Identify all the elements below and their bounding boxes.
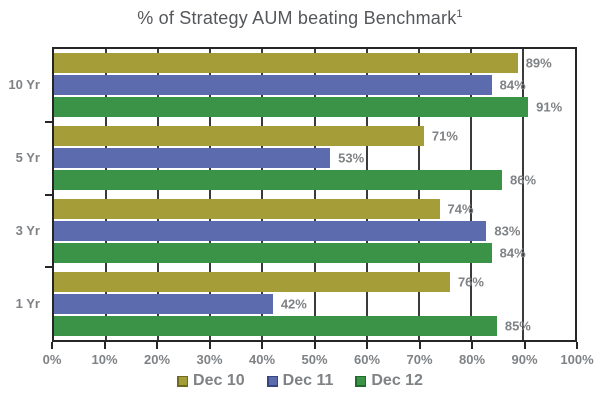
bar-row-dec-10-5-yr: 71% (54, 126, 575, 147)
bar-dec-12-1-yr (54, 315, 497, 336)
x-tick-10% (103, 342, 106, 349)
gridline-40pct (261, 49, 264, 340)
gridline-80pct (469, 49, 472, 340)
legend-item-dec-10: Dec 10 (177, 372, 245, 390)
x-tick-0% (51, 342, 53, 349)
x-tick-label-10%: 10% (91, 352, 118, 367)
gridline-60pct (365, 49, 368, 340)
x-tick-label-60%: 60% (353, 352, 381, 367)
x-tick-30% (208, 342, 211, 349)
chart-title-text: % of Strategy AUM beating Benchmark (137, 8, 457, 28)
bar-row-dec-11-3-yr: 83% (54, 220, 575, 241)
bar-row-dec-10-10-yr: 89% (54, 53, 575, 74)
y-axis-label-1-yr: 1 Yr (15, 295, 40, 311)
x-tick-60% (366, 342, 368, 349)
gridline-90pct (521, 49, 524, 340)
legend-label-dec-11: Dec 11 (282, 372, 334, 389)
bar-value-label-dec-10-10-yr: 89% (525, 55, 552, 71)
bar-value-label-dec-11-1-yr: 42% (280, 296, 307, 312)
gridline-50pct (313, 49, 316, 340)
bar-row-dec-11-10-yr: 84% (54, 75, 575, 96)
legend-label-dec-12: Dec 12 (371, 372, 423, 389)
legend-swatch-dec-12 (355, 375, 367, 387)
gridline-20pct (157, 49, 160, 340)
bar-dec-12-5-yr (54, 170, 503, 191)
legend-swatch-dec-10 (177, 375, 189, 387)
bar-group-3-yr: 74% 83% 84% (54, 195, 575, 268)
x-tick-50% (313, 342, 316, 349)
bar-dec-11-1-yr (54, 293, 273, 314)
bar-value-label-dec-12-10-yr: 91% (536, 99, 563, 115)
bar-dec-11-5-yr (54, 148, 331, 169)
x-tick-label-20%: 20% (143, 352, 171, 367)
bar-row-dec-12-1-yr: 85% (54, 315, 575, 336)
bar-dec-12-10-yr (54, 97, 529, 118)
x-tick-40% (261, 342, 263, 349)
bar-group-5-yr: 71% 53% 86% (54, 122, 575, 195)
bar-dec-11-3-yr (54, 220, 487, 241)
legend-item-dec-12: Dec 12 (355, 372, 423, 390)
bar-value-label-dec-11-10-yr: 84% (499, 77, 526, 93)
gridline-10pct (105, 49, 108, 340)
y-axis-label-5-yr: 5 Yr (15, 150, 40, 166)
y-axis-tick-1 (45, 120, 52, 123)
bar-dec-10-1-yr (54, 271, 450, 292)
bar-row-dec-11-1-yr: 42% (54, 293, 575, 314)
bar-value-label-dec-11-5-yr: 53% (338, 150, 365, 166)
plot-area: 89% 84% 91% 71% 53% 86% 74% 83% 84% 76% 42% 85% (52, 47, 577, 342)
x-tick-label-80%: 80% (458, 352, 486, 367)
legend-swatch-dec-11 (266, 375, 278, 387)
bar-dec-10-3-yr (54, 198, 440, 219)
chart-title: % of Strategy AUM beating Benchmark1 (0, 8, 600, 29)
bar-row-dec-10-3-yr: 74% (54, 198, 575, 219)
footnote-marker: 1 (456, 8, 463, 20)
bar-value-label-dec-12-3-yr: 84% (499, 245, 526, 261)
x-tick-label-30%: 30% (196, 352, 223, 367)
bar-value-label-dec-10-5-yr: 71% (431, 128, 458, 144)
legend-label-dec-10: Dec 10 (193, 372, 245, 389)
bar-value-label-dec-10-3-yr: 74% (447, 201, 474, 217)
legend: Dec 10 Dec 11 Dec 12 (0, 372, 600, 390)
x-tick-100% (576, 342, 578, 349)
x-tick-80% (471, 342, 473, 349)
x-tick-label-70%: 70% (406, 352, 433, 367)
x-tick-label-0%: 0% (42, 352, 62, 367)
bar-value-label-dec-12-5-yr: 86% (510, 172, 537, 188)
bar-group-1-yr: 76% 42% 85% (54, 267, 575, 340)
x-tick-20% (156, 342, 158, 349)
bar-group-10-yr: 89% 84% 91% (54, 49, 575, 122)
bar-row-dec-12-5-yr: 86% (54, 170, 575, 191)
x-tick-label-90%: 90% (511, 352, 538, 367)
y-axis-tick-3 (45, 266, 52, 269)
x-axis-ticks (51, 342, 578, 349)
bar-dec-10-10-yr (54, 53, 518, 74)
y-axis-label-10-yr: 10 Yr (8, 77, 40, 93)
y-axis-tick-2 (45, 193, 52, 196)
bar-dec-10-5-yr (54, 126, 424, 147)
bar-row-dec-12-10-yr: 91% (54, 97, 575, 118)
legend-item-dec-11: Dec 11 (266, 372, 334, 390)
bar-value-label-dec-10-1-yr: 76% (457, 274, 484, 290)
x-tick-label-100%: 100% (560, 352, 594, 367)
y-axis-label-3-yr: 3 Yr (15, 222, 40, 238)
x-tick-70% (418, 342, 421, 349)
bar-row-dec-12-3-yr: 84% (54, 242, 575, 263)
gridline-30pct (209, 49, 212, 340)
x-tick-90% (523, 342, 526, 349)
bar-row-dec-11-5-yr: 53% (54, 148, 575, 169)
bar-value-label-dec-12-1-yr: 85% (504, 318, 531, 334)
bar-dec-11-10-yr (54, 75, 492, 96)
bar-row-dec-10-1-yr: 76% (54, 271, 575, 292)
gridline-70pct (417, 49, 420, 340)
x-axis-labels: 0% 10% 20% 30% 40% 50% 60% 70% 80% 90% 100% (43, 352, 594, 368)
bar-dec-12-3-yr (54, 242, 492, 263)
x-tick-label-50%: 50% (301, 352, 328, 367)
x-tick-label-40%: 40% (248, 352, 276, 367)
bar-value-label-dec-11-3-yr: 83% (494, 223, 521, 239)
